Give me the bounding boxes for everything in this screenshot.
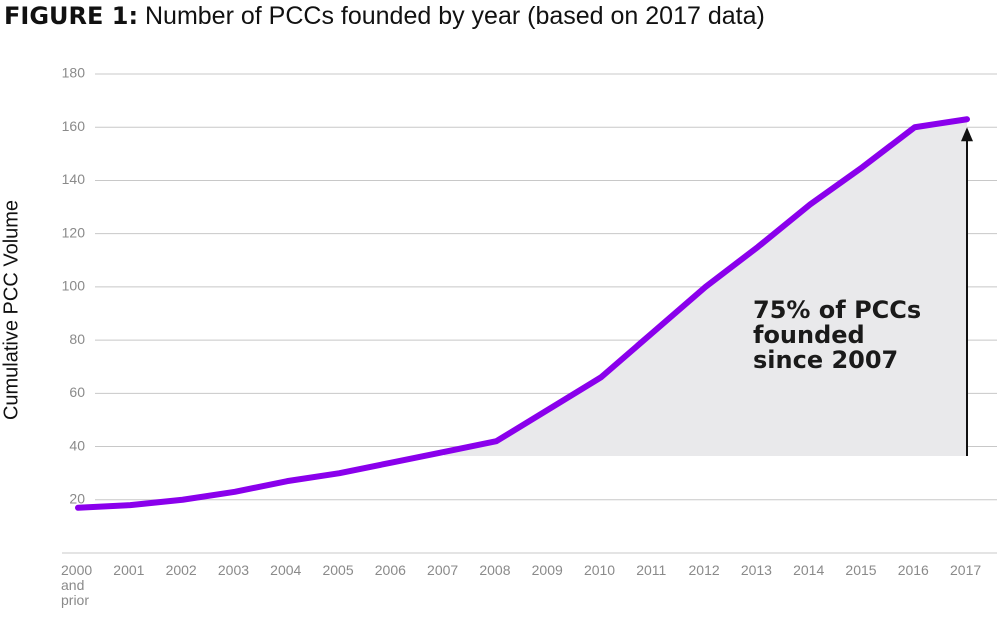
- y-tick-label: 100: [62, 278, 86, 294]
- x-tick-label: 2011: [636, 562, 667, 578]
- x-tick-label: 2009: [531, 562, 563, 578]
- x-tick-label: 2000 and prior: [61, 562, 93, 608]
- line: [75, 116, 970, 511]
- x-tick-label: 2002: [165, 562, 197, 578]
- x-tick-label: 2017: [950, 562, 982, 578]
- annotation-line: founded: [753, 321, 865, 349]
- x-tick-label: 2003: [217, 562, 250, 578]
- x-tick-label: 2007: [427, 562, 459, 578]
- x-tick-label: 2016: [897, 562, 929, 578]
- title-text: Number of PCCs founded by year (based on…: [145, 2, 765, 30]
- x-tick-label: 2015: [845, 562, 877, 578]
- x-tick-label: 2014: [793, 562, 825, 578]
- y-tick-label: 160: [62, 118, 86, 134]
- title-label: FIGURE 1:: [4, 2, 139, 30]
- annotation: 75% of PCCs founded since 2007: [753, 298, 921, 373]
- x-tick-label: 2006: [374, 562, 406, 578]
- arrow-head: [961, 127, 973, 142]
- x-tick-label: 2010: [583, 562, 616, 578]
- y-tick-label: 180: [62, 65, 86, 81]
- y-axis-title: Cumulative PCC Volume: [0, 200, 22, 420]
- x-tick-label: 2001: [113, 562, 145, 578]
- title: FIGURE 1: Number of PCCs founded by year…: [4, 2, 765, 31]
- y-tick-label: 140: [62, 171, 86, 187]
- x-tick-label: 2004: [270, 562, 302, 578]
- y-tick-label: 80: [69, 331, 85, 347]
- y-tick-label: 20: [69, 490, 85, 506]
- y-tick-label: 40: [69, 437, 85, 453]
- annotation-line: 75% of PCCs: [753, 296, 922, 324]
- y-tick-label: 120: [62, 224, 86, 240]
- y-tick-label: 60: [69, 384, 85, 400]
- annotation-line: since 2007: [753, 346, 899, 374]
- x-tick-label: 2008: [479, 562, 511, 578]
- x-tick-label: 2012: [688, 562, 720, 578]
- x-tick-label: 2013: [740, 562, 772, 578]
- x-tick-label: 2005: [322, 562, 354, 578]
